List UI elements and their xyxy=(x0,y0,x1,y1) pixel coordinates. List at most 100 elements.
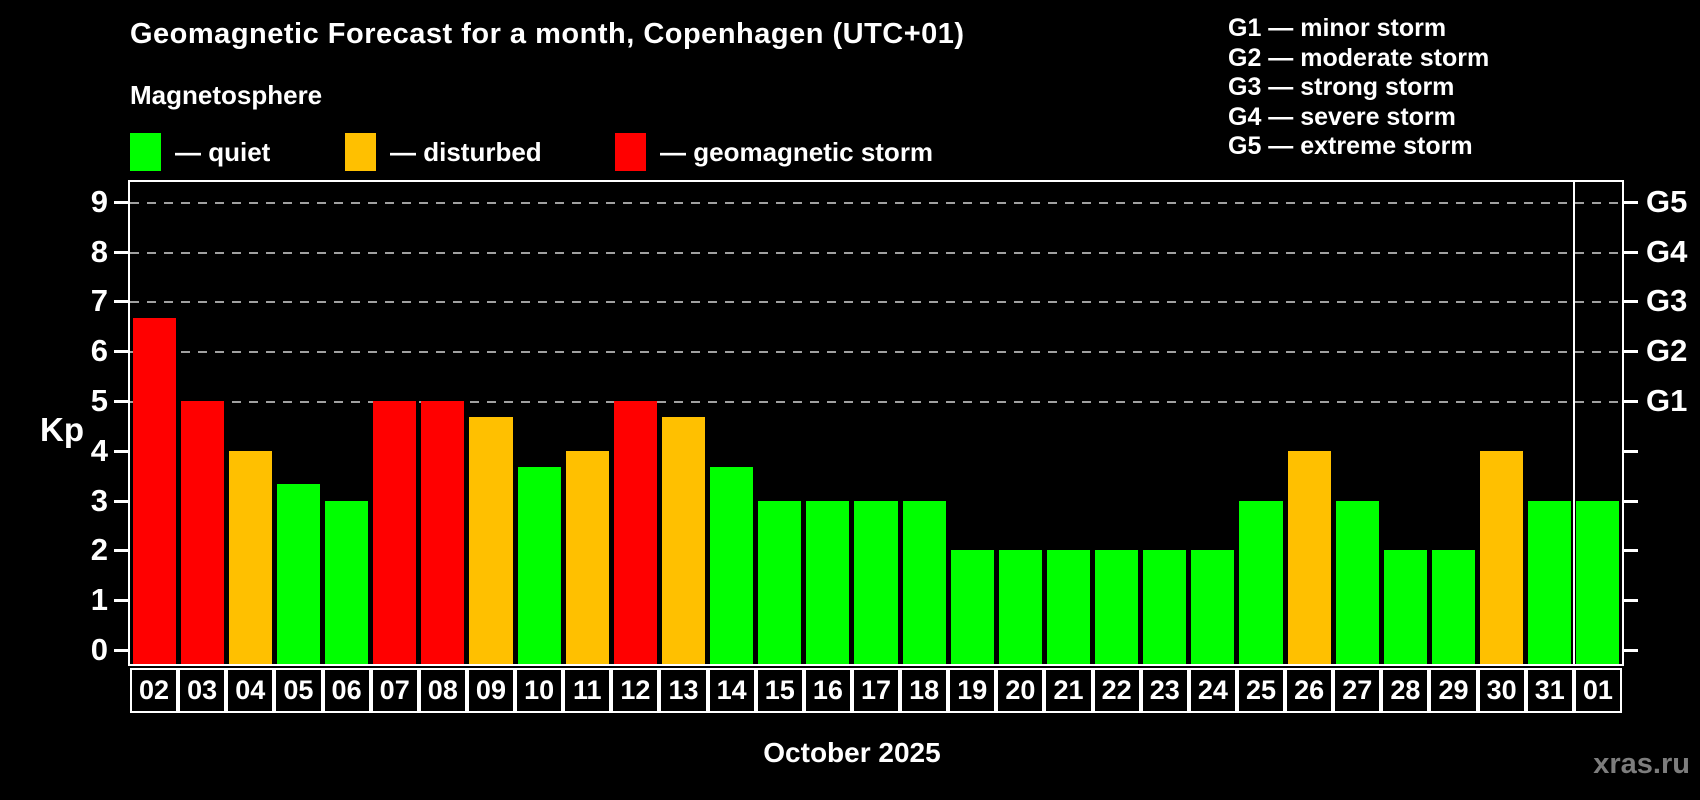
right-axis-label-g3: G3 xyxy=(1646,283,1688,319)
date-box-16: 16 xyxy=(803,668,852,713)
ytick-label-9: 9 xyxy=(90,183,108,219)
bar-day-27 xyxy=(1335,500,1379,664)
bar-day-12 xyxy=(613,401,657,664)
bar-day-18 xyxy=(902,500,946,664)
right-tick-kp-8 xyxy=(1624,250,1638,254)
chart-subtitle: Magnetosphere xyxy=(130,80,323,110)
date-box-08: 08 xyxy=(418,668,467,713)
g4-legend-line: G4 — severe storm xyxy=(1228,102,1456,131)
date-box-05: 05 xyxy=(274,668,323,713)
g1-legend-line: G1 — minor storm xyxy=(1228,14,1447,42)
bar-day-26 xyxy=(1287,450,1331,664)
date-box-17: 17 xyxy=(851,668,901,713)
right-axis-label-g1: G1 xyxy=(1646,383,1688,418)
left-tick-kp-9 xyxy=(114,200,128,204)
date-box-21: 21 xyxy=(1044,668,1093,713)
g-scale-legend: G1 — minor storm G2 — moderate storm G3 … xyxy=(1228,14,1489,162)
right-tick-kp-0 xyxy=(1624,649,1638,652)
right-tick-kp-2 xyxy=(1624,549,1638,553)
disturbed-legend-label: — disturbed xyxy=(390,136,542,167)
bar-day-05 xyxy=(276,484,320,664)
left-tick-kp-8 xyxy=(114,250,128,254)
gridline-kp-5 xyxy=(130,401,1622,403)
g2-legend-line: G2 — moderate storm xyxy=(1228,43,1490,72)
legend-item-quiet: — quiet xyxy=(130,133,270,171)
bar-day-02 xyxy=(132,317,176,664)
watermark: xras.ru xyxy=(1593,748,1690,780)
right-axis-label-g5: G5 xyxy=(1646,183,1688,219)
bar-day-19 xyxy=(950,550,994,664)
right-tick-kp-4 xyxy=(1624,449,1638,453)
right-axis-label-g4: G4 xyxy=(1646,233,1688,269)
left-tick-kp-3 xyxy=(114,499,128,503)
kp-axis-title: Kp xyxy=(40,411,84,448)
disturbed-color-swatch xyxy=(345,133,376,171)
date-box-31: 31 xyxy=(1525,668,1574,713)
date-box-20: 20 xyxy=(996,668,1045,713)
gridline-kp-7 xyxy=(130,301,1622,304)
date-box-26: 26 xyxy=(1285,668,1334,713)
date-box-22: 22 xyxy=(1092,668,1141,713)
bar-day-08 xyxy=(421,401,465,664)
bar-day-07 xyxy=(373,401,417,664)
ytick-label-2: 2 xyxy=(90,532,108,568)
quiet-color-swatch xyxy=(130,133,161,171)
g3-legend-line: G3 — strong storm xyxy=(1228,73,1455,102)
bar-day-28 xyxy=(1383,550,1427,664)
ytick-label-5: 5 xyxy=(90,383,108,418)
date-box-30: 30 xyxy=(1477,668,1526,713)
bar-day-06 xyxy=(325,500,369,664)
date-box-06: 06 xyxy=(322,668,371,713)
gridline-kp-9 xyxy=(130,201,1622,204)
left-tick-kp-7 xyxy=(114,300,128,304)
storm-legend-label: — geomagnetic storm xyxy=(660,136,934,167)
bar-day-22 xyxy=(1095,550,1139,664)
left-tick-kp-6 xyxy=(114,350,128,354)
date-box-25: 25 xyxy=(1236,668,1286,713)
month-separator-line xyxy=(1572,182,1575,664)
bar-day-04 xyxy=(228,450,272,664)
left-tick-kp-0 xyxy=(114,649,128,652)
quiet-legend-label: — quiet xyxy=(175,136,271,167)
bar-day-14 xyxy=(710,467,754,664)
date-box-01: 01 xyxy=(1573,668,1622,713)
bar-day-29 xyxy=(1431,550,1476,664)
bar-day-20 xyxy=(998,550,1042,664)
bar-day-24 xyxy=(1191,550,1235,664)
bar-day-17 xyxy=(854,500,898,664)
left-tick-kp-4 xyxy=(114,449,128,453)
ytick-label-6: 6 xyxy=(90,333,108,369)
ytick-label-1: 1 xyxy=(90,582,108,618)
bar-day-10 xyxy=(517,467,561,664)
date-box-27: 27 xyxy=(1333,668,1382,713)
ytick-label-0: 0 xyxy=(90,632,108,667)
bar-day-09 xyxy=(469,417,513,664)
right-tick-kp-3 xyxy=(1624,499,1638,503)
date-box-07: 07 xyxy=(370,668,419,713)
bar-day-21 xyxy=(1046,550,1091,664)
date-box-24: 24 xyxy=(1188,668,1237,713)
left-tick-kp-5 xyxy=(114,400,128,403)
ytick-label-4: 4 xyxy=(90,432,108,468)
gridline-kp-8 xyxy=(130,251,1622,254)
left-tick-kp-1 xyxy=(114,599,128,603)
bar-day-11 xyxy=(565,450,609,664)
g5-legend-line: G5 — extreme storm xyxy=(1228,132,1473,161)
date-box-18: 18 xyxy=(900,668,949,713)
right-tick-kp-9 xyxy=(1624,200,1638,204)
date-box-12: 12 xyxy=(611,668,660,713)
date-box-02: 02 xyxy=(130,668,179,713)
bar-day-13 xyxy=(661,417,706,664)
date-box-14: 14 xyxy=(707,668,756,713)
bar-day-15 xyxy=(758,500,802,664)
bar-day-03 xyxy=(180,401,224,664)
page-title: Geomagnetic Forecast for a month, Copenh… xyxy=(130,18,965,50)
bar-day-30 xyxy=(1480,450,1524,664)
storm-color-swatch xyxy=(615,133,646,171)
bar-day-25 xyxy=(1239,500,1283,664)
ytick-label-3: 3 xyxy=(90,482,108,518)
ytick-label-8: 8 xyxy=(90,233,108,269)
legend-item-storm: — geomagnetic storm xyxy=(615,133,933,171)
right-axis-label-g2: G2 xyxy=(1646,333,1688,369)
